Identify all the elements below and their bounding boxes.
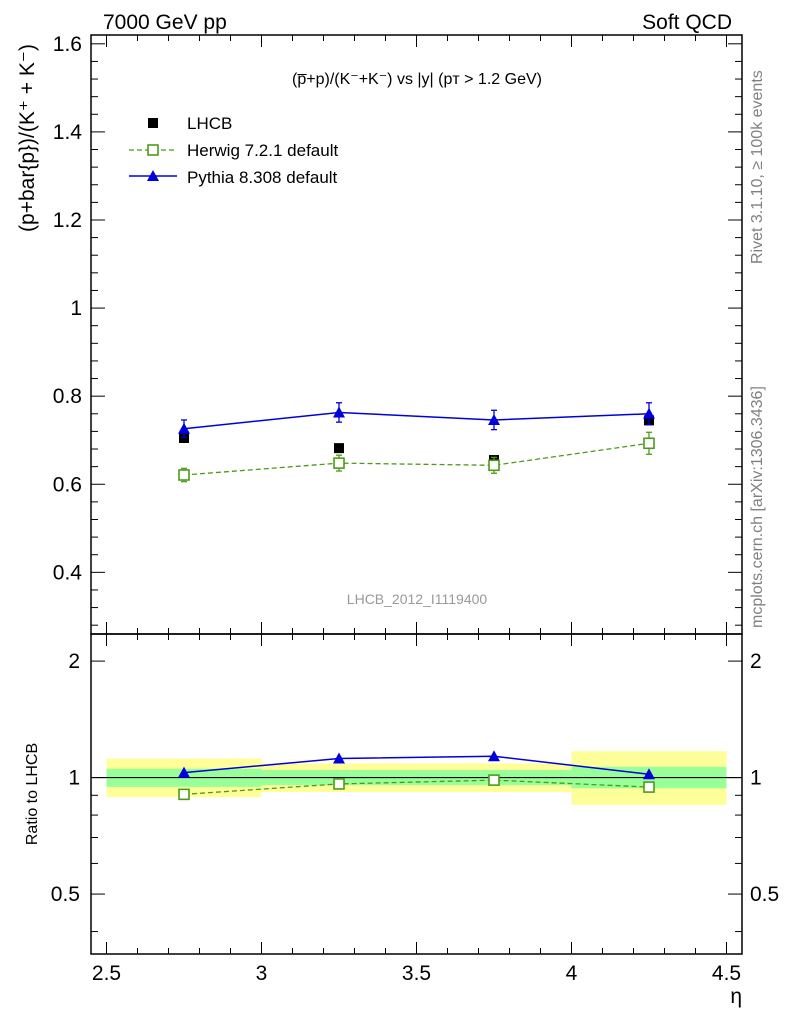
herwig-data-point — [488, 774, 500, 786]
header-left: 7000 GeV pp — [103, 11, 227, 34]
pythia-series-line — [183, 411, 650, 430]
plot-title: (p̅+p)/(K⁻+K⁻) vs |y| (pᴛ > 1.2 GeV) — [292, 71, 542, 88]
pythia-data-point — [488, 750, 500, 762]
herwig-series-line — [183, 779, 650, 796]
y-tick-label: 1.2 — [53, 209, 82, 232]
x-tick-label: 4.5 — [712, 962, 741, 985]
lower-y-axis-title: Ratio to LHCB — [24, 743, 41, 845]
herwig-data-point — [333, 457, 345, 469]
y-tick-label: 0.5 — [51, 883, 80, 906]
y-tick-label-right: 1 — [750, 767, 762, 790]
mcplots-label: mcplots.cern.ch [arXiv:1306.3436] — [749, 386, 766, 628]
y-tick-label: 1.4 — [53, 121, 83, 144]
y-tick-label: 1 — [68, 767, 80, 790]
legend-label-herwig: Herwig 7.2.1 default — [187, 141, 338, 160]
herwig-data-point — [333, 778, 345, 790]
reference-label: LHCB_2012_I1119400 — [347, 591, 488, 607]
y-tick-label: 0.4 — [53, 561, 83, 584]
legend-label-pythia: Pythia 8.308 default — [187, 168, 338, 187]
x-axis-title: η — [730, 985, 742, 1008]
herwig-data-point — [643, 781, 655, 793]
y-tick-label: 1.6 — [53, 33, 82, 56]
pythia-data-point — [333, 752, 345, 764]
herwig-data-point — [178, 788, 190, 801]
x-tick-label: 3 — [256, 962, 268, 985]
lhcb-data-point — [334, 443, 344, 454]
rivet-version-label: Rivet 3.1.10, ≥ 100k events — [749, 70, 766, 264]
y-tick-label: 0.8 — [53, 385, 82, 408]
x-tick-label: 4 — [566, 962, 578, 985]
lower-panel: 2.5 3 3.5 4 4.5 0.5 0.5 1 1 2 2 Ratio to LHCB η — [24, 633, 779, 1008]
y-tick-label: 1 — [70, 297, 82, 320]
y-tick-label-right: 0.5 — [750, 883, 779, 906]
x-tick-label: 3.5 — [402, 962, 431, 985]
pythia-data-point — [178, 422, 190, 434]
legend-marker-lhcb — [148, 118, 158, 128]
y-tick-label-right: 2 — [750, 650, 762, 673]
herwig-data-point — [178, 469, 190, 481]
pythia-data-point — [643, 768, 655, 780]
x-tick-label: 2.5 — [92, 962, 121, 985]
lower-frame — [90, 633, 743, 955]
upper-y-axis-title: (p+bar{p})/(K⁺ + K⁻) — [16, 44, 39, 232]
pythia-data-point — [178, 766, 190, 778]
legend: LHCB Herwig 7.2.1 default Pythia 8.308 d… — [129, 114, 338, 187]
header-right: Soft QCD — [642, 11, 732, 34]
upper-panel: 0.4 0.6 0.8 1 1.2 1.4 1.6 (p̅+p)/(K⁻+K⁻) vs |y… — [16, 33, 743, 954]
pythia-data-point — [333, 406, 345, 418]
pythia-series-line — [183, 755, 650, 775]
herwig-data-point — [488, 459, 500, 472]
herwig-series-line — [183, 442, 650, 476]
pythia-data-point — [488, 413, 500, 425]
y-tick-label: 2 — [68, 650, 80, 673]
y-tick-label: 0.6 — [53, 473, 82, 496]
legend-label-lhcb: LHCB — [187, 114, 232, 133]
legend-marker-herwig — [147, 144, 159, 156]
pythia-data-point — [643, 407, 655, 419]
herwig-data-point — [643, 437, 655, 450]
legend-marker-pythia — [147, 170, 159, 181]
